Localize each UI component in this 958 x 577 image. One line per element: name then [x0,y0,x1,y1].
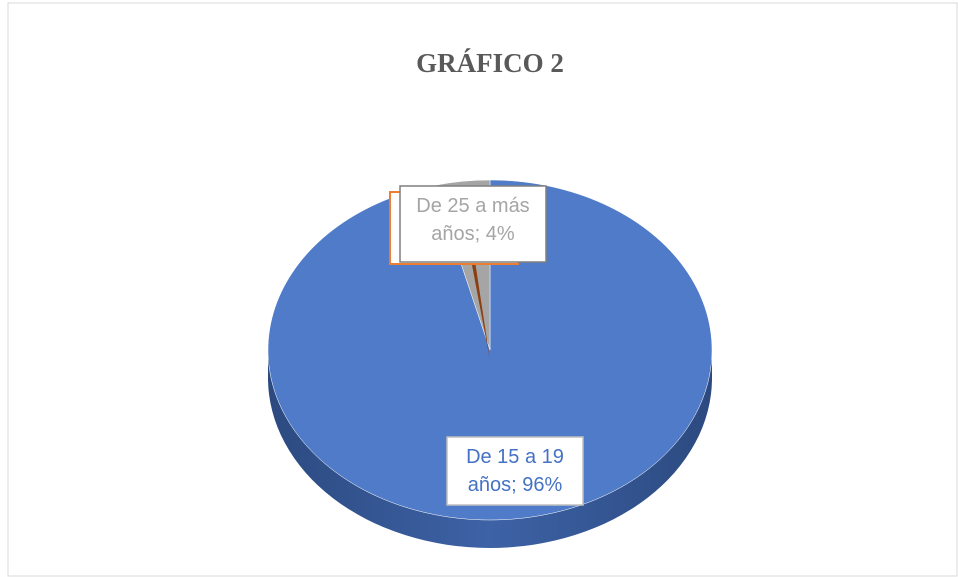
data-label-box [399,185,547,263]
data-label-line: De 15 a 19 [466,446,564,468]
data-label-line: De 25 a más [416,195,529,217]
data-label-line: años; 96% [468,474,563,496]
chart-title: GRÁFICO 2 [416,48,564,78]
data-labels: De 15 a 19 años; 96% De 25 a más años; 4% [389,185,584,506]
data-label-line: años; 4% [431,223,515,245]
data-label-box [446,436,584,506]
pie-side [268,350,712,548]
data-label: De 15 a 19 años; 96% [466,446,564,496]
data-label: De 25 a más años; 4% [416,195,529,245]
